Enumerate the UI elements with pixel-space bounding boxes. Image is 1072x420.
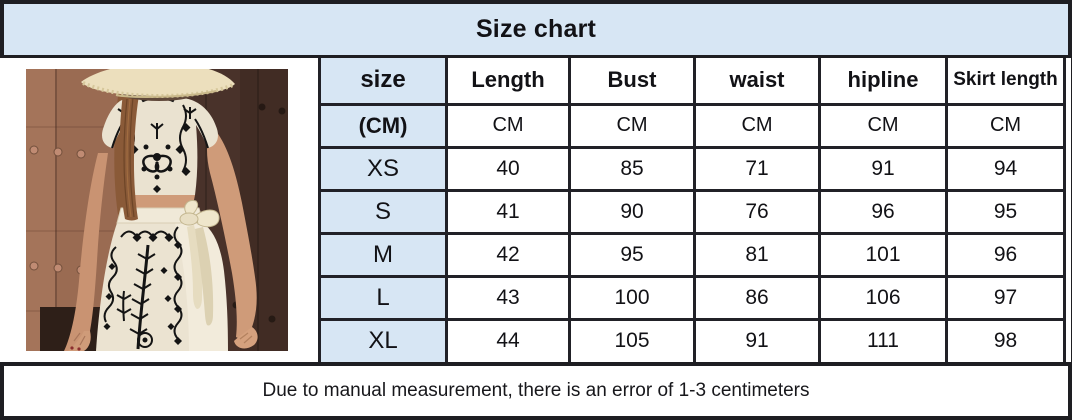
- measurement-cell: 111: [818, 317, 948, 362]
- measurement-cell: 100: [568, 274, 696, 321]
- table-row-xs: XS 40 85 71 91 94: [318, 145, 1066, 192]
- product-photo: [26, 69, 288, 351]
- product-photo-area: [0, 58, 318, 362]
- size-table: size Length Bust waist hipline Skirt len…: [318, 58, 1066, 362]
- measurement-cell: 101: [818, 231, 948, 278]
- size-column-header: size: [318, 58, 448, 106]
- unit-cell: CM: [945, 102, 1066, 149]
- measurement-cell: 105: [568, 317, 696, 362]
- title-band: Size chart: [0, 4, 1068, 58]
- page-title: Size chart: [475, 15, 597, 43]
- size-label: L: [318, 274, 448, 321]
- measurement-cell: 97: [945, 274, 1066, 321]
- table-row-xl: XL 44 105 91 111 98: [318, 317, 1066, 362]
- measurement-cell: 85: [568, 145, 696, 192]
- measurement-cell: 71: [693, 145, 821, 192]
- note-row: Due to manual measurement, there is an e…: [0, 366, 1068, 416]
- measurement-cell: 98: [945, 317, 1066, 362]
- measurement-cell: 106: [818, 274, 948, 321]
- size-label: M: [318, 231, 448, 278]
- measurement-cell: 95: [945, 188, 1066, 235]
- column-header-hipline: hipline: [818, 58, 948, 106]
- column-header-skirt-length: Skirt length: [945, 58, 1066, 106]
- size-table-wrap: size Length Bust waist hipline Skirt len…: [318, 58, 1071, 362]
- note-text: Due to manual measurement, there is an e…: [262, 380, 810, 401]
- measurement-cell: 95: [568, 231, 696, 278]
- unit-cell: CM: [445, 102, 571, 149]
- column-header-length: Length: [445, 58, 571, 106]
- model: [64, 69, 258, 351]
- table-row-l: L 43 100 86 106 97: [318, 274, 1066, 321]
- column-header-bust: Bust: [568, 58, 696, 106]
- size-label: S: [318, 188, 448, 235]
- measurement-cell: 40: [445, 145, 571, 192]
- size-label: XS: [318, 145, 448, 192]
- measurement-cell: 81: [693, 231, 821, 278]
- content-row: size Length Bust waist hipline Skirt len…: [0, 58, 1071, 366]
- table-header-row: size Length Bust waist hipline Skirt len…: [318, 58, 1066, 106]
- sash-bow: [179, 200, 220, 326]
- size-label: XL: [318, 317, 448, 362]
- measurement-cell: 94: [945, 145, 1066, 192]
- measurement-cell: 96: [818, 188, 948, 235]
- measurement-cell: 91: [818, 145, 948, 192]
- column-header-waist: waist: [693, 58, 821, 106]
- measurement-cell: 90: [568, 188, 696, 235]
- measurement-cell: 42: [445, 231, 571, 278]
- measurement-cell: 41: [445, 188, 571, 235]
- measurement-cell: 91: [693, 317, 821, 362]
- unit-cell: CM: [568, 102, 696, 149]
- unit-cell: CM: [818, 102, 948, 149]
- table-row-s: S 41 90 76 96 95: [318, 188, 1066, 235]
- measurement-cell: 96: [945, 231, 1066, 278]
- measurement-cell: 86: [693, 274, 821, 321]
- measurement-cell: 76: [693, 188, 821, 235]
- unit-cell: CM: [693, 102, 821, 149]
- unit-row: (CM) CM CM CM CM CM: [318, 102, 1066, 149]
- measurement-cell: 43: [445, 274, 571, 321]
- size-column-unit: (CM): [318, 102, 448, 149]
- table-row-m: M 42 95 81 101 96: [318, 231, 1066, 278]
- measurement-cell: 44: [445, 317, 571, 362]
